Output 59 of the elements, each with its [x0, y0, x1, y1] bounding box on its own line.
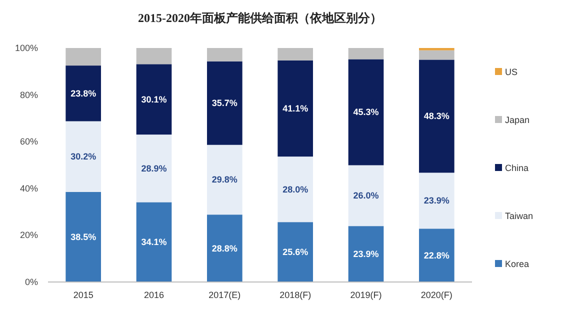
bar	[278, 60, 313, 157]
bar	[136, 202, 172, 282]
bar	[419, 60, 454, 173]
x-tick-label: 2018(F)	[280, 290, 312, 300]
data-label: 38.5%	[70, 232, 96, 242]
data-label: 48.3%	[424, 111, 450, 122]
data-label: 23.9%	[353, 249, 379, 260]
legend-label: Japan	[505, 115, 530, 125]
x-tick-label: 2019(F)	[350, 290, 382, 300]
legend-label: Taiwan	[505, 211, 534, 221]
data-label: 45.3%	[353, 107, 379, 118]
data-label: 23.9%	[424, 196, 450, 206]
x-tick-label: 2020(F)	[420, 290, 452, 300]
data-label: 26.0%	[353, 190, 379, 201]
legend-label: Korea	[505, 259, 530, 269]
data-label: 30.1%	[141, 94, 167, 104]
bar	[207, 61, 242, 145]
bar	[348, 165, 384, 226]
bar	[207, 144, 242, 215]
data-label: 41.1%	[282, 103, 308, 114]
bar	[207, 214, 242, 282]
bar	[348, 59, 384, 166]
legend-label: China	[505, 163, 529, 173]
data-label: 29.8%	[212, 174, 238, 185]
data-label: 23.8%	[70, 88, 96, 98]
bar	[66, 48, 101, 66]
bar	[207, 48, 242, 62]
data-label: 35.7%	[212, 98, 238, 108]
bar	[136, 134, 172, 202]
bar	[66, 66, 101, 122]
bar	[419, 172, 454, 229]
bar	[66, 121, 101, 192]
legend-label: US	[505, 67, 518, 77]
y-tick-label: 40%	[20, 183, 38, 194]
x-tick-label: 2017(E)	[208, 290, 241, 300]
y-tick-label: 60%	[20, 136, 38, 147]
bar	[348, 48, 384, 60]
data-label: 30.2%	[70, 152, 96, 162]
data-label: 34.1%	[141, 237, 167, 248]
chart-title: 2015-2020年面板产能供给面积（依地区别分）	[138, 11, 382, 25]
y-tick-label: 100%	[14, 43, 38, 53]
data-label: 28.0%	[282, 184, 308, 194]
y-tick-label: 20%	[20, 230, 38, 240]
bar	[278, 222, 313, 282]
y-tick-label: 80%	[20, 90, 38, 100]
bar	[278, 156, 313, 222]
y-tick-label: 0%	[24, 277, 38, 287]
bar	[419, 228, 454, 282]
bar	[278, 48, 313, 60]
bar	[66, 192, 101, 282]
bar	[136, 48, 172, 64]
data-label: 25.6%	[282, 247, 308, 258]
bar	[136, 64, 172, 135]
data-label: 28.9%	[141, 163, 167, 174]
x-tick-label: 2015	[73, 290, 94, 300]
x-tick-label: 2016	[144, 290, 164, 300]
data-label: 22.8%	[424, 250, 450, 260]
data-label: 28.8%	[212, 243, 238, 254]
bar	[348, 226, 384, 282]
